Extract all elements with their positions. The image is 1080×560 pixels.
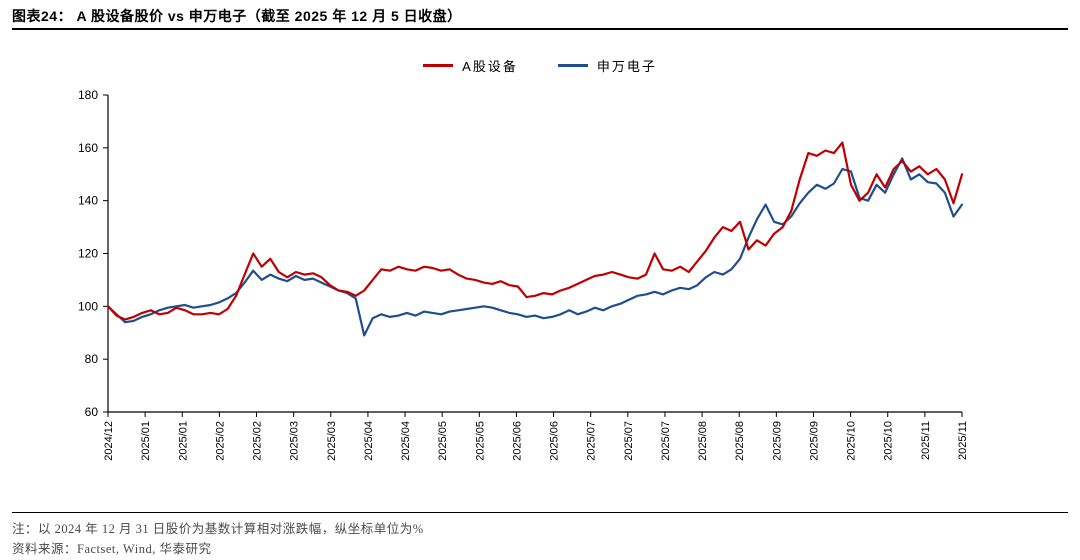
legend-item-a-equipment: A股设备 xyxy=(423,56,518,75)
svg-text:2025/05: 2025/05 xyxy=(474,421,486,461)
svg-text:2025/05: 2025/05 xyxy=(437,421,449,461)
svg-text:2025/04: 2025/04 xyxy=(363,421,375,461)
figure-title: 图表24： A 股设备股价 vs 申万电子（截至 2025 年 12 月 5 日… xyxy=(12,8,462,24)
svg-text:2025/08: 2025/08 xyxy=(734,421,746,461)
svg-text:2025/10: 2025/10 xyxy=(883,421,895,461)
legend-label-sw-electronics: 申万电子 xyxy=(596,59,657,74)
title-divider xyxy=(12,28,1068,30)
svg-text:2025/03: 2025/03 xyxy=(326,421,338,461)
legend-swatch-blue xyxy=(557,64,588,67)
footnote: 注：以 2024 年 12 月 31 日股价为基数计算相对涨跌幅，纵坐标单位为% xyxy=(12,522,424,536)
line-chart: 60 80 100 120 140 160 180 2024/12 2025/01 2025/01… xyxy=(78,88,969,461)
footer-divider xyxy=(12,512,1068,513)
svg-text:2025/02: 2025/02 xyxy=(252,421,264,461)
svg-text:160: 160 xyxy=(78,141,98,155)
svg-text:2025/11: 2025/11 xyxy=(957,421,969,460)
svg-text:80: 80 xyxy=(85,352,99,366)
svg-text:180: 180 xyxy=(78,88,98,102)
svg-text:140: 140 xyxy=(78,194,98,208)
svg-text:2025/08: 2025/08 xyxy=(697,421,709,461)
svg-text:2025/06: 2025/06 xyxy=(549,421,561,461)
svg-text:2025/07: 2025/07 xyxy=(586,421,598,461)
svg-text:2025/02: 2025/02 xyxy=(214,421,226,461)
svg-text:120: 120 xyxy=(78,247,98,261)
svg-text:2025/09: 2025/09 xyxy=(771,421,783,461)
svg-text:100: 100 xyxy=(78,299,98,313)
source-note: 资料来源：Factset, Wind, 华泰研究 xyxy=(12,542,212,556)
svg-text:2025/01: 2025/01 xyxy=(140,421,152,461)
svg-text:2025/06: 2025/06 xyxy=(511,421,523,461)
svg-text:2025/07: 2025/07 xyxy=(660,421,672,461)
svg-text:2024/12: 2024/12 xyxy=(103,421,115,461)
legend-item-sw-electronics: 申万电子 xyxy=(557,56,657,75)
svg-text:2025/03: 2025/03 xyxy=(289,421,301,461)
svg-text:2025/09: 2025/09 xyxy=(808,421,820,461)
legend-label-a-equipment: A股设备 xyxy=(462,59,518,74)
svg-text:60: 60 xyxy=(85,405,99,419)
chart-legend: A股设备 申万电子 xyxy=(0,56,1080,75)
legend-swatch-red xyxy=(423,64,454,67)
svg-text:2025/11: 2025/11 xyxy=(920,421,932,460)
svg-text:2025/10: 2025/10 xyxy=(846,421,858,461)
svg-text:2025/04: 2025/04 xyxy=(400,421,412,461)
svg-text:2025/01: 2025/01 xyxy=(177,421,189,461)
svg-text:2025/07: 2025/07 xyxy=(623,421,635,461)
